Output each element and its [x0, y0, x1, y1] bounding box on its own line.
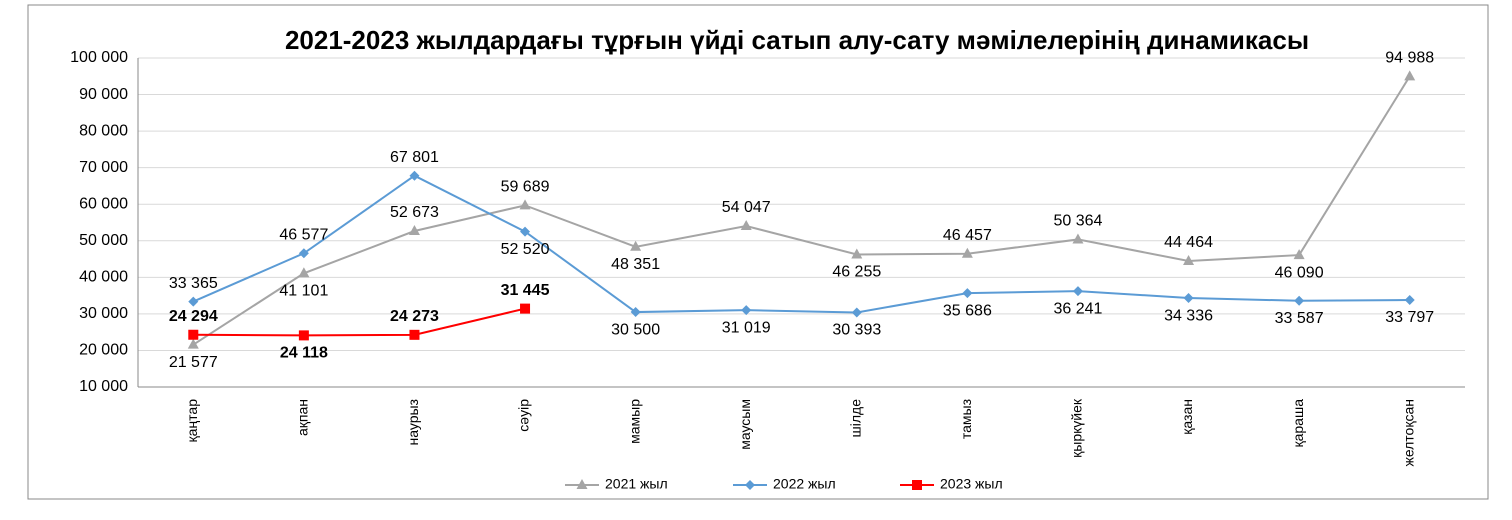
- marker: [408, 225, 420, 236]
- data-label: 31 445: [501, 282, 550, 299]
- marker: [912, 480, 922, 490]
- marker: [409, 329, 420, 340]
- marker: [576, 479, 588, 489]
- x-tick-label: қыркүйек: [1069, 398, 1085, 458]
- data-label: 46 577: [279, 227, 328, 244]
- data-label: 44 464: [1164, 234, 1213, 251]
- x-tick-label: шілде: [847, 399, 863, 438]
- data-label: 24 273: [390, 308, 439, 325]
- x-tick-label: наурыз: [405, 399, 421, 445]
- marker: [1293, 249, 1305, 260]
- marker: [1072, 233, 1084, 244]
- marker: [187, 338, 199, 349]
- data-label: 35 686: [943, 302, 992, 319]
- marker: [851, 307, 862, 318]
- x-tick-label: қаңтар: [184, 399, 200, 443]
- series-line: [192, 75, 1411, 346]
- marker: [1404, 70, 1416, 81]
- x-tick-label: ақпан: [295, 399, 311, 436]
- y-tick-label: 30 000: [79, 305, 128, 322]
- legend-label: 2023 жыл: [940, 476, 1003, 492]
- y-tick-label: 100 000: [70, 49, 128, 66]
- legend-label: 2022 жыл: [773, 476, 836, 492]
- data-label: 46 457: [943, 227, 992, 244]
- marker: [1294, 295, 1305, 306]
- data-label: 59 689: [501, 179, 550, 196]
- marker: [851, 248, 863, 259]
- x-tick-label: желтоқсан: [1400, 399, 1416, 467]
- marker: [962, 288, 973, 299]
- marker: [298, 330, 309, 341]
- data-label: 67 801: [390, 149, 439, 166]
- y-tick-label: 80 000: [79, 122, 128, 139]
- marker: [188, 296, 199, 307]
- y-tick-label: 70 000: [79, 159, 128, 176]
- marker: [741, 305, 752, 316]
- x-tick-label: тамыз: [958, 399, 974, 439]
- data-label: 54 047: [722, 199, 771, 216]
- x-tick-label: қазан: [1179, 399, 1195, 435]
- series-line: [192, 174, 1410, 314]
- data-label: 24 118: [280, 345, 328, 362]
- marker: [1183, 255, 1195, 266]
- data-label: 21 577: [169, 354, 218, 371]
- series-line: [193, 307, 526, 337]
- y-tick-label: 20 000: [79, 342, 128, 359]
- marker: [745, 480, 755, 490]
- data-label: 24 294: [169, 308, 218, 325]
- data-label: 46 090: [1275, 264, 1324, 281]
- y-tick-label: 10 000: [79, 378, 128, 395]
- x-tick-label: сәуір: [516, 399, 532, 432]
- data-label: 36 241: [1053, 300, 1102, 317]
- y-tick-label: 90 000: [79, 86, 128, 103]
- data-label: 52 520: [501, 241, 550, 258]
- y-tick-label: 50 000: [79, 232, 128, 249]
- marker: [630, 307, 641, 318]
- x-tick-label: қараша: [1290, 399, 1306, 448]
- marker: [188, 329, 199, 340]
- marker: [409, 170, 420, 181]
- data-label: 48 351: [611, 256, 660, 273]
- marker: [630, 240, 642, 251]
- marker: [519, 199, 531, 210]
- data-label: 33 365: [169, 275, 218, 292]
- data-label: 30 393: [832, 322, 881, 339]
- x-tick-label: маусым: [737, 399, 753, 450]
- data-label: 34 336: [1164, 307, 1213, 324]
- data-label: 46 255: [832, 264, 881, 281]
- data-label: 30 500: [611, 321, 660, 338]
- y-tick-label: 60 000: [79, 195, 128, 212]
- x-tick-label: мамыр: [626, 399, 642, 444]
- data-label: 52 673: [390, 204, 439, 221]
- data-label: 94 988: [1385, 50, 1434, 67]
- marker: [298, 248, 309, 259]
- marker: [961, 247, 973, 258]
- chart-border: [27, 4, 1489, 500]
- data-label: 41 101: [279, 283, 328, 300]
- marker: [1404, 295, 1415, 306]
- marker: [520, 226, 531, 237]
- chart-title: 2021-2023 жылдардағы тұрғын үйді сатып а…: [285, 25, 1309, 55]
- data-label: 33 797: [1385, 309, 1434, 326]
- marker: [740, 219, 752, 230]
- data-label: 33 587: [1275, 310, 1324, 327]
- marker: [298, 267, 310, 278]
- marker: [520, 303, 531, 314]
- data-label: 31 019: [722, 319, 771, 336]
- marker: [1183, 293, 1194, 304]
- data-label: 50 364: [1053, 213, 1102, 230]
- marker: [1072, 286, 1083, 297]
- legend-label: 2021 жыл: [605, 476, 668, 492]
- y-tick-label: 40 000: [79, 269, 128, 286]
